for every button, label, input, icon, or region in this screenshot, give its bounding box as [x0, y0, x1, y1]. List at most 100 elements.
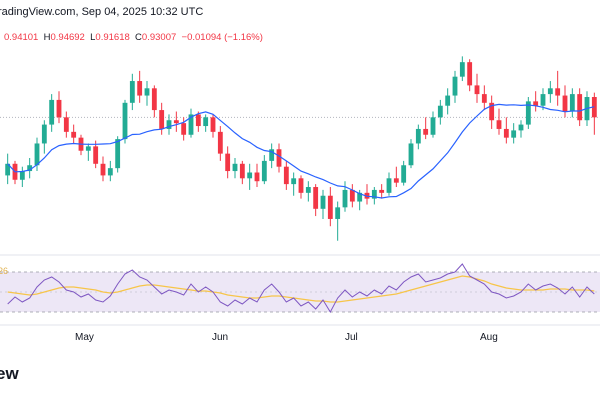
candle-body — [49, 99, 55, 125]
rsi-value-label: 26 — [0, 266, 9, 276]
candle-body — [489, 102, 495, 121]
candle-body — [298, 178, 304, 193]
candle-body — [569, 94, 575, 112]
ohlc-close-label: C — [135, 32, 142, 43]
candle-body — [379, 189, 385, 193]
candle-body — [144, 88, 150, 96]
candle-body — [518, 124, 524, 131]
candle-body — [371, 189, 377, 199]
candle-body — [511, 130, 517, 138]
candle-body — [34, 143, 40, 166]
candle-body — [188, 114, 194, 135]
candle-body — [107, 168, 113, 176]
candle-body — [401, 165, 407, 183]
candle-body — [349, 189, 355, 202]
candle-body — [335, 207, 341, 219]
ma-line — [7, 103, 595, 199]
candle-body — [151, 88, 157, 111]
candle-body — [423, 128, 429, 135]
candle-body — [129, 81, 135, 103]
candle-body — [481, 94, 487, 103]
candle-body — [210, 117, 216, 132]
candle-body — [547, 88, 553, 95]
candle-body — [247, 172, 253, 179]
ohlc-open-value: 0.94101 — [4, 32, 39, 43]
candle-body — [100, 163, 106, 176]
ohlc-change: −0.01094 (−1.16%) — [181, 32, 263, 43]
candle-body — [283, 166, 289, 185]
candle-body — [137, 81, 143, 96]
candle-body — [159, 110, 165, 129]
candle-body — [232, 163, 238, 172]
candle-body — [577, 94, 583, 121]
candle-body — [430, 117, 436, 135]
candle-body — [342, 189, 348, 208]
ohlc-low-label: L — [90, 32, 96, 43]
candle-body — [173, 120, 179, 124]
chart-source-date: radingView.com, Sep 04, 2025 10:32 UTC — [0, 6, 204, 18]
candle-body — [445, 95, 451, 106]
candle-body — [85, 146, 91, 151]
ohlc-low-value: 0.91618 — [95, 32, 130, 43]
candle-body — [357, 192, 363, 202]
candles — [5, 56, 597, 241]
candle-body — [56, 99, 62, 118]
candle-body — [27, 165, 33, 172]
time-axis-label: Jun — [212, 332, 228, 343]
time-axis-labels: May Jun Jul Aug — [75, 332, 498, 343]
candle-body — [195, 114, 201, 127]
candle-body — [437, 105, 443, 118]
candle-body — [474, 85, 480, 95]
candle-body — [562, 95, 568, 112]
candle-body — [71, 131, 77, 138]
ohlc-readout: 0.94101 H0.94692 L0.91618 C0.93007 −0.01… — [4, 32, 263, 43]
candle-body — [313, 187, 319, 209]
ohlc-high-value: 0.94692 — [50, 32, 85, 43]
candle-body — [276, 149, 282, 167]
candle-body — [393, 178, 399, 183]
candle-body — [386, 178, 392, 193]
candle-body — [63, 117, 69, 132]
candle-body — [533, 101, 539, 106]
ohlc-close-value: 0.93007 — [141, 32, 177, 43]
candle-body — [239, 163, 245, 179]
rsi-band — [0, 271, 600, 313]
candle-body — [254, 172, 260, 182]
ohlc-high-label: H — [43, 32, 51, 43]
candle-body — [122, 102, 128, 140]
candle-body — [415, 128, 421, 144]
rsi-lines — [7, 263, 595, 314]
candle-body — [5, 163, 11, 176]
candle-body — [320, 195, 326, 209]
tradingview-logo-text: ew — [0, 364, 19, 383]
rsi-ma-line — [7, 275, 595, 303]
candle-body — [19, 171, 25, 180]
candle-body — [166, 120, 172, 129]
candle-body — [305, 187, 311, 193]
candle-body — [555, 88, 561, 96]
candle-body — [41, 124, 47, 144]
candle-body — [459, 62, 465, 77]
candle-body — [225, 153, 231, 172]
candle-body — [540, 94, 546, 106]
candle-body — [269, 149, 275, 161]
candle-body — [217, 131, 223, 154]
candle-body — [93, 146, 99, 164]
candle-body — [291, 178, 297, 185]
candle-body — [496, 120, 502, 129]
candle-body — [408, 143, 414, 166]
candle-body — [452, 76, 458, 96]
candle-body — [203, 117, 209, 127]
time-axis-label: Jul — [345, 332, 358, 343]
rsi-line — [7, 263, 595, 314]
candle-body — [327, 195, 333, 219]
candle-body — [115, 139, 121, 169]
time-axis-label: Aug — [480, 332, 498, 343]
candle-body — [181, 123, 187, 135]
candle-body — [503, 128, 509, 138]
candle-body — [525, 101, 531, 125]
candle-body — [261, 160, 267, 182]
candle-body — [467, 62, 473, 86]
